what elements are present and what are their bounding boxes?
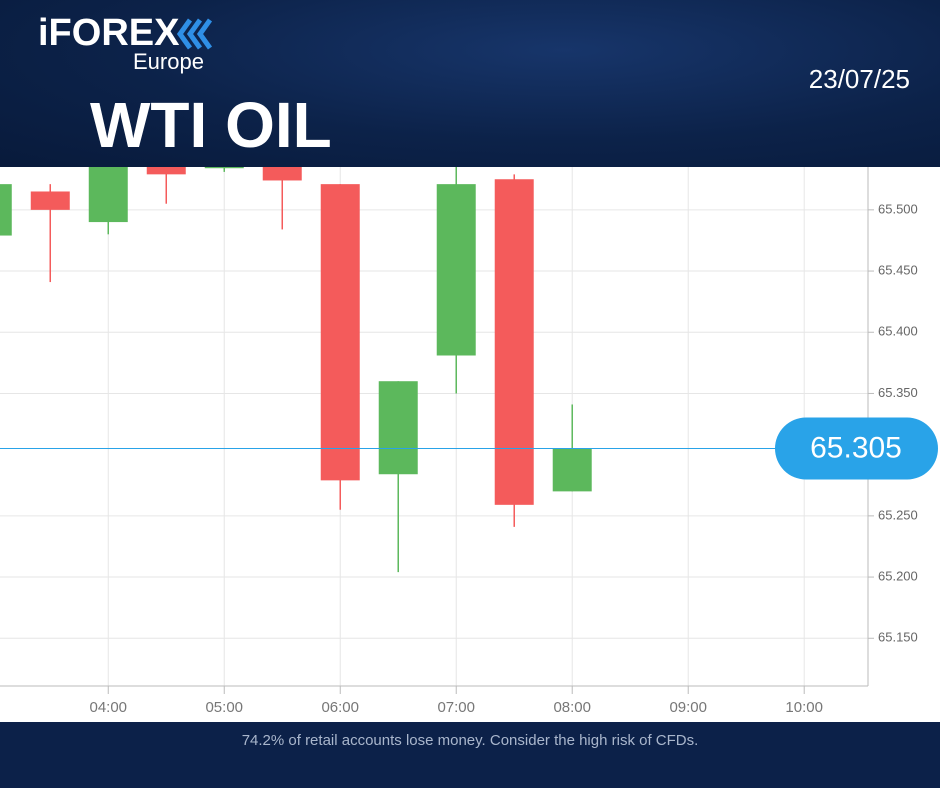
candle-body — [552, 448, 592, 492]
x-tick-label: 07:00 — [437, 699, 475, 716]
x-tick-label: 09:00 — [669, 699, 707, 716]
header: iFOREX Europe WTI OIL 23/07/25 — [0, 0, 940, 167]
x-tick-label: 05:00 — [205, 699, 243, 716]
candle-body — [436, 184, 476, 356]
title: WTI OIL — [90, 89, 332, 161]
chart: 65.150 65.200 65.250 65.350 65.400 65.450 65.5… — [0, 136, 938, 716]
x-tick-label: 10:00 — [785, 699, 823, 716]
last-price-label: 65.305 — [810, 431, 902, 464]
x-tick-label: 08:00 — [553, 699, 591, 716]
y-tick-label: 65.400 — [878, 324, 918, 339]
y-tick-label: 65.500 — [878, 201, 918, 216]
candle-body — [30, 191, 70, 210]
logo-chevrons — [176, 18, 212, 50]
y-tick-label: 65.250 — [878, 507, 918, 522]
brand: iFOREX — [38, 12, 180, 54]
y-tick-label: 65.450 — [878, 262, 918, 277]
y-tick-label: 65.150 — [878, 630, 918, 645]
date: 23/07/25 — [808, 64, 910, 94]
last-price-badge — [775, 417, 938, 480]
footer: 74.2% of retail accounts lose money. Con… — [0, 722, 940, 788]
x-tick-label: 04:00 — [89, 699, 127, 716]
y-tick-label: 65.200 — [878, 568, 918, 583]
x-tick-label: 06:00 — [321, 699, 359, 716]
disclaimer: 74.2% of retail accounts lose money. Con… — [241, 732, 699, 749]
candle-body — [0, 184, 12, 236]
candle-body — [494, 179, 534, 505]
candle-body — [320, 184, 360, 481]
candle-body — [378, 381, 418, 475]
region: Europe — [133, 49, 204, 74]
y-tick-label: 65.350 — [878, 385, 918, 400]
